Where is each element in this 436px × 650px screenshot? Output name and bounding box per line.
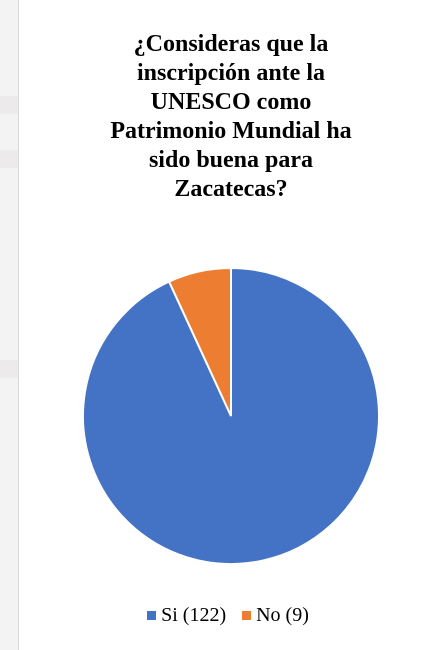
pie-chart — [82, 266, 380, 565]
chart-title-line: Zacatecas? — [174, 176, 288, 202]
legend-swatch — [242, 611, 252, 620]
pie-slice-no — [167, 266, 232, 417]
chart-title-line: UNESCO como — [150, 89, 312, 115]
chart-title-line: ¿Consideras que la — [133, 31, 329, 57]
chart-area: ¿Consideras que la inscripción ante la UNE… — [18, 0, 436, 650]
chart-legend: Si (122) No (9) — [19, 604, 436, 627]
legend-item-si: Si (122) — [147, 604, 226, 627]
chart-title-line: Patrimonio Mundial ha — [110, 118, 352, 144]
legend-swatch — [147, 611, 157, 620]
legend-label: No (9) — [256, 604, 309, 626]
legend-label: Si (122) — [161, 604, 227, 626]
chart-title: ¿Consideras que la inscripción ante la UNE… — [81, 30, 381, 204]
legend-item-no: No (9) — [242, 604, 309, 627]
chart-title-line: inscripción ante la — [136, 60, 325, 86]
chart-title-line: sido buena para — [148, 147, 314, 173]
